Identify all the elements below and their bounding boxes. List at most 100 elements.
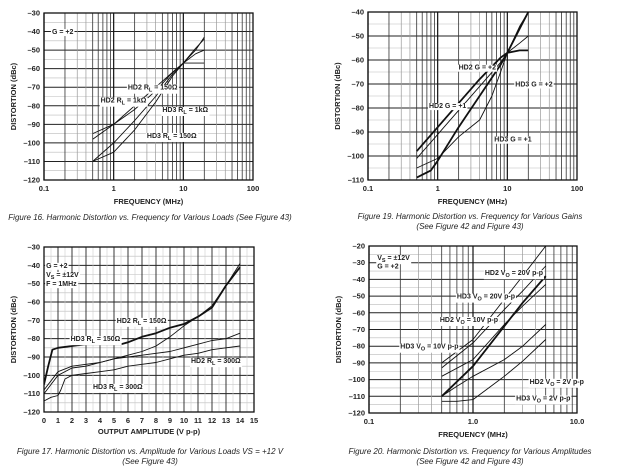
y-tick-label: –50	[27, 46, 40, 55]
series-line	[92, 49, 205, 135]
series-group	[416, 12, 530, 179]
plot-frame	[43, 246, 255, 413]
x-tick-label: 10	[503, 184, 511, 193]
annotation-part: HD3 R	[71, 336, 92, 343]
annotation: HD2 VO = 20V p-p	[485, 270, 543, 279]
annotation: HD2 G = +2	[459, 65, 496, 72]
y-tick-label: –60	[27, 64, 40, 73]
annotation-part: HD2 R	[101, 98, 122, 105]
caption-fig16-line1: Figure 16. Harmonic Distortion vs. Frequ…	[8, 213, 292, 222]
x-axis-label: OUTPUT AMPLITUDE (V p-p)	[98, 427, 201, 436]
annotation-part: HD3 R	[162, 107, 183, 114]
y-tick-label: –50	[352, 292, 365, 301]
x-tick-label: 0.1	[363, 184, 373, 193]
annotation-bg	[528, 378, 585, 388]
annotation-part: = ±12V	[54, 272, 79, 279]
annotation-bg	[115, 317, 168, 327]
series-line	[441, 324, 547, 397]
x-tick-label: 0	[42, 416, 46, 425]
annotation-bg	[427, 103, 468, 111]
annotation-part: HD3 V	[457, 294, 478, 301]
x-tick-label: 7	[140, 416, 144, 425]
annotation-bg	[399, 343, 460, 353]
annotation-bg	[376, 255, 412, 265]
annotation-part: = 20V p-p	[510, 270, 543, 277]
annotation-subscript: O	[421, 347, 426, 353]
y-tick-label: –110	[24, 389, 40, 398]
annotation-part: HD2 R	[128, 85, 149, 92]
x-tick-label: 9	[168, 416, 172, 425]
annotation-bg	[69, 336, 122, 346]
annotation-part: = 1kΩ	[187, 107, 209, 114]
annotation: HD3 VO = 20V p-p	[457, 294, 515, 303]
y-tick-label: –40	[27, 27, 40, 36]
x-tick-label: 14	[236, 416, 245, 425]
x-axis-label: FREQUENCY (MHz)	[438, 430, 508, 439]
y-axis-label: DISTORTION (dBc)	[9, 295, 18, 363]
x-tick-label: 10	[179, 184, 187, 193]
y-tick-label: –20	[352, 242, 365, 251]
x-tick-label: 4	[98, 416, 103, 425]
caption-fig19-line2: (See Figure 42 and Figure 43)	[416, 222, 524, 231]
annotation: HD3 RL = 300Ω	[93, 384, 143, 393]
annotation-subscript: L	[114, 387, 118, 393]
y-tick-label: –40	[352, 275, 365, 284]
y-tick-label: –110	[24, 157, 40, 166]
y-tick-label: –30	[352, 258, 365, 267]
annotation-bg	[45, 281, 79, 289]
y-tick-label: –50	[351, 32, 364, 41]
annotation: G = +2	[46, 263, 68, 270]
annotation: HD2 RL = 300Ω	[191, 358, 241, 367]
y-tick-label: –70	[27, 316, 40, 325]
annotation-part: = 10V p-p	[425, 344, 458, 351]
annotation-subscript: S	[51, 275, 55, 281]
series-line	[441, 265, 547, 369]
grid	[43, 12, 253, 181]
annotation: HD2 G = +1	[429, 103, 466, 110]
series-group	[44, 263, 241, 402]
annotation: HD3 G = +2	[515, 82, 552, 89]
annotation: HD2 RL = 1kΩ	[101, 98, 147, 107]
annotation-subscript: O	[505, 273, 510, 279]
annotation-subscript: O	[460, 320, 465, 326]
y-tick-label: –50	[27, 279, 40, 288]
caption-fig17-line2: (See Figure 43)	[122, 457, 178, 466]
y-tick-label: –120	[23, 408, 40, 417]
annotation: HD3 G = +1	[494, 137, 531, 144]
annotation-subscript: L	[183, 110, 187, 116]
caption-fig20-line2: (See Figure 42 and Figure 43)	[416, 457, 524, 466]
y-tick-label: –40	[351, 8, 364, 17]
annotation-part: HD2 R	[117, 318, 138, 325]
annotation-part: HD2 V	[530, 379, 551, 386]
series-line	[441, 284, 547, 377]
y-tick-label: –60	[352, 308, 365, 317]
annotation-subscript: O	[478, 297, 483, 303]
x-tick-label: 100	[247, 184, 260, 193]
annotation-bg	[99, 97, 148, 107]
annotation-subscript: O	[537, 398, 542, 404]
y-tick-label: –90	[27, 120, 40, 129]
annotation-subscript: L	[149, 88, 153, 94]
annotation: F = 1MHz	[46, 281, 77, 288]
series-line	[416, 35, 529, 159]
annotation: HD2 RL = 150Ω	[117, 318, 167, 327]
y-tick-label: –40	[27, 261, 40, 270]
annotation-part: HD2 V	[440, 317, 461, 324]
annotation-part: HD3 R	[93, 384, 114, 391]
x-tick-label: 6	[126, 416, 130, 425]
series-line	[44, 332, 241, 394]
annotation-bg	[45, 272, 81, 281]
annotation-subscript: L	[138, 321, 142, 327]
grid	[368, 245, 577, 414]
x-tick-label: 11	[194, 416, 202, 425]
annotation-part: HD2 R	[191, 358, 212, 365]
annotation-bg	[126, 84, 179, 94]
series-line	[92, 62, 205, 140]
y-tick-label: –90	[352, 358, 365, 367]
y-tick-label: –70	[351, 80, 364, 89]
